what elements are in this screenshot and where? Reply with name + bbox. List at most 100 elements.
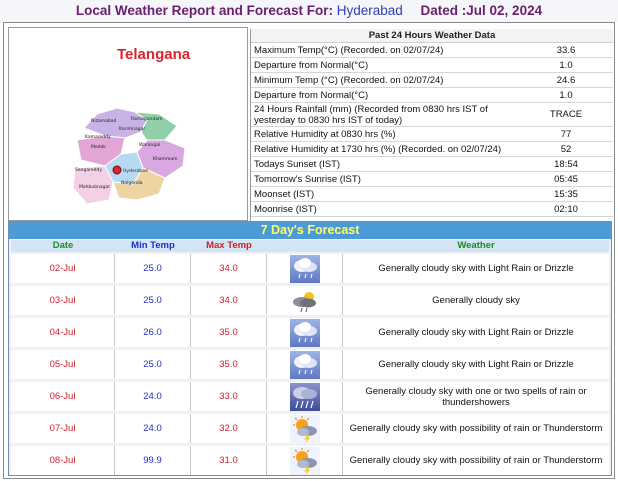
forecast-weather: Generally cloudy sky with Light Rain or …	[378, 263, 574, 274]
telangana-map-graphic: Nizamabad Karimnagar Ramagundam Medak Wa…	[72, 107, 186, 205]
past-value: 05:45	[554, 173, 578, 185]
forecast-max-temp: 32.0	[191, 414, 267, 443]
header-min-temp: Min Temp	[115, 240, 191, 252]
forecast-min-temp: 25.0	[115, 254, 191, 283]
state-map: Telangana Nizamabad Karimnagar Ramagunda…	[8, 27, 248, 221]
past-label: Departure from Normal(°C)	[254, 89, 369, 101]
map-label-medak: Medak	[91, 144, 106, 150]
forecast-row: 04-Jul 26.0 35.0 Generally cloudy sky with …	[11, 318, 609, 347]
past-label: Maximum Temp(°C) (Recorded. on 02/07/24)	[254, 44, 444, 56]
past-label: Minimum Temp (°C) (Recorded. on 02/07/24…	[254, 74, 444, 86]
forecast-weather: Generally cloudy sky with Light Rain or …	[378, 327, 574, 338]
map-label-kamareddy: Kamareddy	[85, 134, 111, 140]
past-label: Todays Sunset (IST)	[254, 158, 341, 170]
past-value: 77	[560, 128, 572, 140]
state-name: Telangana	[117, 46, 191, 63]
past-label: 24 Hours Rainfall (mm) (Recorded from 08…	[254, 103, 488, 126]
forecast-weather: Generally cloudy sky with possibility of…	[349, 423, 603, 434]
map-label-khammam: Khammam	[153, 156, 177, 162]
forecast-max-temp: 34.0	[191, 254, 267, 283]
header-date-col: Date	[11, 240, 115, 252]
forecast-min-temp: 25.0	[115, 350, 191, 379]
forecast-date: 04-Jul	[11, 318, 115, 347]
map-label-nizamabad: Nizamabad	[91, 118, 116, 124]
forecast-min-temp: 24.0	[115, 382, 191, 411]
map-label-warangal: Warangal	[139, 142, 160, 148]
past-row-moonset: Moonset (IST) 15:35	[251, 187, 613, 202]
forecast-row: 03-Jul 25.0 34.0 Generally cloudy sky	[11, 286, 609, 315]
header-city: Hyderabad	[336, 3, 403, 18]
forecast-min-temp: 25.0	[115, 286, 191, 315]
report-header: Local Weather Report and Forecast For: H…	[0, 0, 618, 22]
map-label-nalgonda: Nalgonda	[121, 180, 143, 186]
sun-thunderstorm-icon	[267, 414, 343, 443]
past-label: Relative Humidity at 0830 hrs (%)	[254, 128, 396, 140]
forecast-weather: Generally cloudy sky with one or two spe…	[365, 385, 587, 408]
past-row-min-departure: Departure from Normal(°C) 1.0	[251, 88, 613, 103]
forecast-max-temp: 34.0	[191, 286, 267, 315]
forecast-table: 7 Day's Forecast Date Min Temp Max Temp …	[8, 221, 612, 476]
district-region-southeast	[112, 167, 166, 201]
map-label-hyderabad: Hyderabad	[123, 168, 148, 174]
past-row-humidity-morning: Relative Humidity at 0830 hrs (%) 77	[251, 127, 613, 142]
past-row-rainfall: 24 Hours Rainfall (mm) (Recorded from 08…	[251, 103, 613, 127]
header-title: Local Weather Report and Forecast For:	[75, 3, 333, 18]
past-row-max-departure: Departure from Normal(°C) 1.0	[251, 58, 613, 73]
past-row-min-temp: Minimum Temp (°C) (Recorded. on 02/07/24…	[251, 73, 613, 88]
past-label: Moonrise (IST)	[254, 203, 317, 215]
light-rain-icon	[267, 254, 343, 283]
past-value: 33.6	[556, 44, 576, 56]
past-value: 52	[560, 143, 572, 155]
forecast-title: 7 Day's Forecast	[9, 222, 611, 239]
forecast-max-temp: 35.0	[191, 318, 267, 347]
forecast-min-temp: 24.0	[115, 414, 191, 443]
forecast-weather: Generally cloudy sky with possibility of…	[349, 455, 603, 466]
past-value: 18:54	[554, 158, 578, 170]
past-label: Moonset (IST)	[254, 188, 315, 200]
map-label-karimnagar: Karimnagar	[119, 126, 145, 132]
forecast-min-temp: 26.0	[115, 318, 191, 347]
forecast-weather: Generally cloudy sky	[432, 295, 520, 306]
past-value: 1.0	[559, 59, 573, 71]
forecast-row: 07-Jul 24.0 32.0 Generally cloudy sky with …	[11, 414, 609, 443]
forecast-date: 05-Jul	[11, 350, 115, 379]
sun-thunderstorm-icon	[267, 446, 343, 475]
past-label: Tomorrow's Sunrise (IST)	[254, 173, 361, 185]
header-date: Dated :Jul 02, 2024	[420, 3, 543, 18]
past-value: TRACE	[549, 109, 583, 120]
forecast-date: 08-Jul	[11, 446, 115, 475]
forecast-max-temp: 31.0	[191, 446, 267, 475]
forecast-row: 05-Jul 25.0 35.0 Generally cloudy sky with …	[11, 350, 609, 379]
past-value: 24.6	[556, 74, 576, 86]
past-row-moonrise: Moonrise (IST) 02:10	[251, 202, 613, 217]
past-row-sunset: Todays Sunset (IST) 18:54	[251, 157, 613, 172]
forecast-max-temp: 35.0	[191, 350, 267, 379]
forecast-max-temp: 33.0	[191, 382, 267, 411]
past-value: 02:10	[554, 203, 578, 215]
light-rain-icon	[267, 318, 343, 347]
forecast-weather: Generally cloudy sky with Light Rain or …	[378, 359, 574, 370]
forecast-row: 02-Jul 25.0 34.0 Generally cloudy sky with …	[11, 254, 609, 283]
forecast-date: 03-Jul	[11, 286, 115, 315]
past-24h-table: Past 24 Hours Weather Data Maximum Temp(…	[250, 29, 613, 221]
cloudy-icon	[267, 286, 343, 315]
report-frame: Telangana Nizamabad Karimnagar Ramagunda…	[3, 22, 615, 479]
past-label: Departure from Normal(°C)	[254, 59, 369, 71]
light-rain-icon	[267, 350, 343, 379]
header-icon-col	[267, 240, 343, 252]
forecast-date: 07-Jul	[11, 414, 115, 443]
header-max-temp: Max Temp	[191, 240, 267, 252]
map-label-ramagundam: Ramagundam	[131, 116, 163, 122]
map-label-sangareddy: Sangareddy	[75, 167, 102, 173]
past-24h-title: Past 24 Hours Weather Data	[251, 29, 613, 43]
forecast-min-temp: 99.9	[115, 446, 191, 475]
header-weather: Weather	[343, 240, 609, 252]
map-label-mahbubnagar: Mahbubnagar	[79, 184, 110, 190]
past-label: Relative Humidity at 1730 hrs (%) (Recor…	[254, 143, 502, 155]
forecast-date: 02-Jul	[11, 254, 115, 283]
past-row-humidity-evening: Relative Humidity at 1730 hrs (%) (Recor…	[251, 142, 613, 157]
district-region-south	[72, 165, 114, 205]
past-value: 15:35	[554, 188, 578, 200]
past-row-sunrise: Tomorrow's Sunrise (IST) 05:45	[251, 172, 613, 187]
past-row-max-temp: Maximum Temp(°C) (Recorded. on 02/07/24)…	[251, 43, 613, 58]
